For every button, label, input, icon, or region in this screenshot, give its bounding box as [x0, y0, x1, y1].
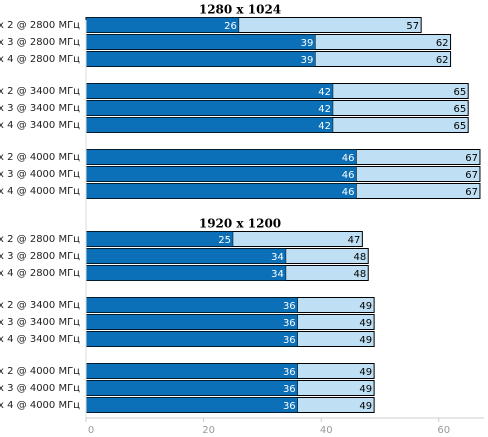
bar	[85, 17, 240, 33]
value-label: 25	[218, 235, 231, 246]
value-label: 65	[453, 87, 466, 98]
category-label: x 3 @ 4000 МГц	[0, 169, 80, 180]
x-tick-label: 40	[320, 425, 333, 436]
value-label: 48	[354, 252, 367, 263]
value-label: 42	[318, 121, 331, 132]
value-label: 57	[406, 21, 419, 32]
chart-title: 1920 x 1200	[199, 217, 281, 231]
bar	[85, 149, 357, 165]
value-label: 46	[342, 170, 355, 181]
value-label: 36	[283, 335, 296, 346]
bar	[85, 314, 298, 330]
bar	[85, 397, 298, 413]
category-label: x 3 @ 2800 МГц	[0, 37, 80, 48]
bar	[85, 117, 334, 133]
category-label: x 3 @ 3400 МГц	[0, 317, 80, 328]
bar	[85, 34, 316, 50]
value-label: 67	[465, 187, 478, 198]
bar	[85, 331, 298, 347]
bar	[85, 100, 334, 116]
value-label: 49	[359, 401, 372, 412]
bar	[85, 265, 287, 281]
value-label: 65	[453, 121, 466, 132]
value-label: 47	[348, 235, 361, 246]
category-label: x 3 @ 3400 МГц	[0, 103, 80, 114]
value-label: 26	[224, 21, 237, 32]
value-label: 49	[359, 384, 372, 395]
value-label: 46	[342, 153, 355, 164]
value-label: 39	[301, 55, 314, 66]
value-label: 48	[354, 269, 367, 280]
value-label: 34	[271, 269, 284, 280]
bar	[85, 183, 357, 199]
value-label: 49	[359, 301, 372, 312]
category-label: x 2 @ 3400 МГц	[0, 300, 80, 311]
value-label: 36	[283, 401, 296, 412]
value-label: 67	[465, 153, 478, 164]
bar	[85, 248, 287, 264]
value-label: 36	[283, 384, 296, 395]
category-label: x 4 @ 2800 МГц	[0, 268, 80, 279]
x-tick-label: 20	[202, 425, 215, 436]
bar	[85, 166, 357, 182]
category-label: x 2 @ 3400 МГц	[0, 86, 80, 97]
value-label: 49	[359, 367, 372, 378]
category-label: x 4 @ 3400 МГц	[0, 120, 80, 131]
category-label: x 4 @ 2800 МГц	[0, 54, 80, 65]
bar	[85, 363, 298, 379]
value-label: 42	[318, 104, 331, 115]
x-tick-label: 0	[88, 425, 94, 436]
value-label: 42	[318, 87, 331, 98]
value-label: 46	[342, 187, 355, 198]
category-label: x 4 @ 4000 МГц	[0, 186, 80, 197]
value-label: 67	[465, 170, 478, 181]
value-label: 34	[271, 252, 284, 263]
value-label: 49	[359, 335, 372, 346]
bar	[85, 231, 234, 247]
bar	[85, 297, 298, 313]
value-label: 49	[359, 318, 372, 329]
bar	[85, 83, 334, 99]
bar	[85, 51, 316, 67]
value-label: 62	[436, 38, 449, 49]
value-label: 39	[301, 38, 314, 49]
category-label: x 4 @ 3400 МГц	[0, 334, 80, 345]
chart-title: 1280 x 1024	[199, 3, 281, 17]
category-label: x 2 @ 2800 МГц	[0, 234, 80, 245]
value-label: 36	[283, 301, 296, 312]
value-label: 36	[283, 367, 296, 378]
value-label: 62	[436, 55, 449, 66]
category-label: x 4 @ 4000 МГц	[0, 400, 80, 411]
category-label: x 2 @ 2800 МГц	[0, 20, 80, 31]
category-label: x 2 @ 4000 МГц	[0, 366, 80, 377]
category-label: x 2 @ 4000 МГц	[0, 152, 80, 163]
category-label: x 3 @ 2800 МГц	[0, 251, 80, 262]
value-label: 36	[283, 318, 296, 329]
value-label: 65	[453, 104, 466, 115]
category-label: x 3 @ 4000 МГц	[0, 383, 80, 394]
x-tick-label: 60	[437, 425, 450, 436]
bar	[85, 380, 298, 396]
